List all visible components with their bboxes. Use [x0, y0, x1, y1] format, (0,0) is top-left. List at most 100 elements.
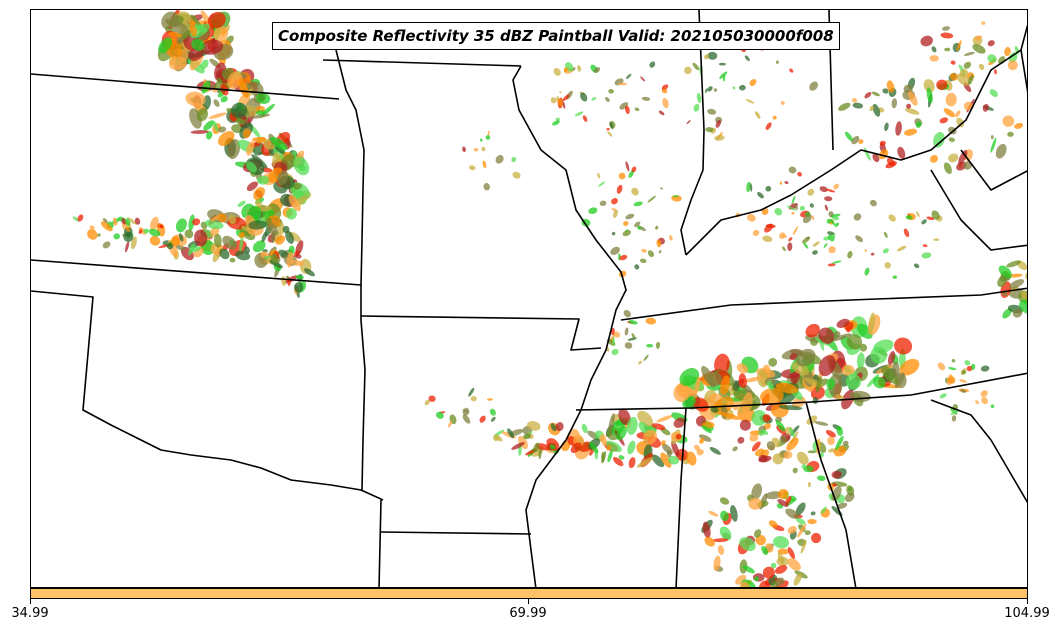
- reflectivity-blob: [641, 248, 647, 253]
- reflectivity-blob: [218, 126, 227, 133]
- reflectivity-blob: [894, 337, 913, 355]
- reflectivity-blob: [619, 102, 629, 110]
- reflectivity-blob: [755, 534, 766, 546]
- reflectivity-blob: [789, 68, 794, 73]
- reflectivity-blob: [974, 35, 983, 41]
- reflectivity-blob: [428, 395, 436, 402]
- reflectivity-blob: [904, 128, 918, 136]
- reflectivity-blob: [593, 67, 601, 73]
- reflectivity-blob: [1002, 291, 1008, 297]
- reflectivity-blob: [190, 130, 209, 134]
- reflectivity-blob: [956, 73, 970, 86]
- reflectivity-blob: [806, 415, 818, 425]
- reflectivity-blob: [511, 442, 525, 450]
- reflectivity-blob: [960, 389, 967, 393]
- reflectivity-blob: [836, 425, 843, 436]
- reflectivity-blob: [255, 200, 262, 208]
- reflectivity-blob: [591, 97, 597, 101]
- reflectivity-blob: [1019, 299, 1027, 315]
- reflectivity-blob: [194, 229, 208, 247]
- reflectivity-blob: [304, 268, 315, 277]
- reflectivity-blob: [113, 233, 120, 240]
- boundary-nebraska-kansas: [31, 73, 340, 100]
- reflectivity-blob: [623, 221, 629, 226]
- reflectivity-blob: [842, 440, 849, 446]
- reflectivity-blob: [793, 573, 802, 586]
- reflectivity-blob: [754, 576, 759, 582]
- reflectivity-blob: [189, 20, 198, 37]
- reflectivity-blob: [293, 156, 310, 176]
- reflectivity-blob: [772, 453, 784, 465]
- reflectivity-blob: [610, 246, 620, 256]
- reflectivity-blob: [892, 275, 898, 280]
- reflectivity-blob: [213, 233, 222, 248]
- reflectivity-blob: [989, 89, 998, 97]
- reflectivity-blob: [582, 115, 588, 122]
- reflectivity-blob: [950, 60, 956, 65]
- reflectivity-blob: [885, 161, 897, 169]
- reflectivity-blob: [846, 485, 855, 496]
- reflectivity-blob: [980, 365, 990, 372]
- colorbar-tick-mid: [528, 599, 529, 604]
- reflectivity-blob: [581, 423, 588, 434]
- reflectivity-blob: [933, 238, 940, 242]
- reflectivity-blob: [715, 119, 721, 128]
- reflectivity-blob: [764, 223, 774, 233]
- reflectivity-blob: [745, 99, 755, 104]
- reflectivity-blob: [751, 410, 767, 426]
- reflectivity-blob: [851, 135, 860, 145]
- reflectivity-blob: [803, 242, 809, 249]
- reflectivity-blob: [605, 440, 622, 453]
- reflectivity-blob: [891, 98, 898, 109]
- reflectivity-blob: [673, 383, 691, 402]
- reflectivity-blob: [863, 147, 871, 161]
- reflectivity-blob: [931, 210, 940, 220]
- reflectivity-blob: [929, 155, 939, 163]
- reflectivity-blob: [489, 408, 496, 416]
- reflectivity-blob: [807, 450, 817, 454]
- reflectivity-blob: [810, 532, 822, 544]
- reflectivity-blob: [906, 103, 912, 109]
- reflectivity-blob: [617, 82, 628, 86]
- reflectivity-blob: [161, 11, 179, 30]
- reflectivity-blob: [897, 245, 907, 252]
- reflectivity-blob: [713, 88, 718, 92]
- reflectivity-blob: [295, 254, 302, 259]
- reflectivity-blob: [827, 263, 836, 267]
- reflectivity-blob: [606, 127, 610, 131]
- reflectivity-blob: [787, 525, 797, 534]
- reflectivity-blob: [892, 361, 900, 378]
- reflectivity-blob: [791, 195, 796, 205]
- reflectivity-blob: [794, 203, 798, 210]
- reflectivity-blob: [787, 242, 793, 251]
- reflectivity-blob: [262, 249, 268, 253]
- reflectivity-blob: [270, 136, 288, 151]
- reflectivity-blob: [959, 379, 967, 383]
- reflectivity-blob: [507, 428, 515, 439]
- reflectivity-blob: [538, 447, 542, 460]
- reflectivity-blob: [625, 213, 635, 220]
- reflectivity-blob: [661, 84, 669, 91]
- reflectivity-blob: [845, 374, 862, 390]
- reflectivity-blob: [257, 175, 270, 185]
- reflectivity-blob: [826, 378, 836, 390]
- reflectivity-blob: [897, 146, 906, 159]
- reflectivity-blob: [905, 215, 913, 220]
- reflectivity-blob: [662, 98, 669, 109]
- reflectivity-blob: [495, 154, 504, 164]
- reflectivity-blob: [789, 427, 795, 438]
- reflectivity-blob: [252, 136, 267, 143]
- reflectivity-blob: [646, 343, 653, 348]
- reflectivity-blob: [295, 275, 304, 279]
- reflectivity-blob: [705, 88, 708, 93]
- reflectivity-blob: [255, 110, 266, 116]
- reflectivity-blob: [182, 29, 192, 40]
- reflectivity-blob: [1009, 279, 1025, 289]
- reflectivity-blob: [814, 421, 829, 426]
- reflectivity-blob: [112, 220, 118, 226]
- reflectivity-blob: [704, 54, 709, 60]
- reflectivity-blob: [611, 231, 616, 236]
- boundary-nc-sc: [930, 399, 1027, 504]
- reflectivity-blob: [831, 470, 842, 479]
- reflectivity-blob: [628, 320, 638, 325]
